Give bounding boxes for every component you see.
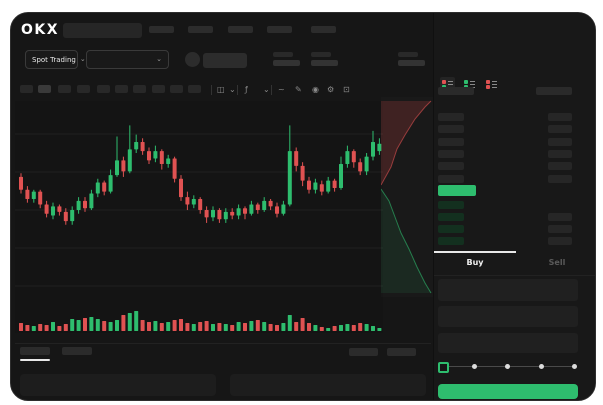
stat-value-placeholder bbox=[311, 60, 338, 66]
bottom-tab[interactable] bbox=[20, 347, 50, 355]
ask-amount-placeholder bbox=[548, 174, 572, 183]
tab-sell[interactable]: Sell bbox=[548, 258, 566, 267]
ask-price-placeholder bbox=[438, 149, 464, 158]
color-square bbox=[464, 79, 468, 84]
book-asks-icon[interactable] bbox=[484, 77, 499, 91]
bid-price-placeholder bbox=[438, 213, 464, 221]
toolbar-divider bbox=[237, 85, 238, 95]
slider-dot[interactable] bbox=[471, 364, 477, 369]
ask-amount-placeholder bbox=[548, 137, 572, 146]
bottom-panel-right[interactable] bbox=[230, 374, 426, 396]
slider-dot[interactable] bbox=[505, 364, 510, 369]
timeframe-button[interactable] bbox=[152, 85, 165, 93]
color-square bbox=[464, 84, 468, 89]
stat-value-placeholder bbox=[398, 60, 425, 66]
nav-item[interactable] bbox=[228, 26, 253, 33]
toolbar-divider bbox=[211, 85, 212, 95]
okx-logo[interactable]: OKX bbox=[21, 22, 60, 38]
trade-sidebar: Buy Sell bbox=[433, 13, 595, 400]
ask-amount-placeholder bbox=[548, 113, 572, 121]
ask-amount-placeholder bbox=[548, 162, 572, 171]
bid-amount-placeholder bbox=[548, 213, 572, 221]
active-tab-indicator bbox=[20, 359, 50, 361]
slider-dot[interactable] bbox=[538, 364, 544, 369]
order-input-field[interactable] bbox=[438, 333, 578, 353]
market-type-label: Spot Trading bbox=[32, 55, 76, 64]
search-input[interactable] bbox=[63, 23, 142, 38]
timeframe-button[interactable] bbox=[188, 85, 201, 93]
bottom-panel-left[interactable] bbox=[20, 374, 216, 396]
ask-amount-placeholder bbox=[548, 149, 572, 158]
last-price-highlight[interactable] bbox=[438, 185, 476, 196]
indicators-icon[interactable]: ƒ bbox=[245, 85, 248, 94]
bid-amount-placeholder bbox=[548, 237, 572, 245]
line-tool-icon[interactable]: ~ bbox=[278, 85, 285, 94]
bottom-mini-control[interactable] bbox=[387, 348, 416, 356]
timeframe-button[interactable] bbox=[133, 85, 146, 93]
ask-price-placeholder bbox=[438, 125, 464, 134]
ask-amount-placeholder bbox=[548, 125, 572, 134]
slider-handle[interactable] bbox=[438, 362, 449, 373]
chevron-down-icon[interactable]: ⌄ bbox=[263, 85, 270, 94]
amount-slider[interactable] bbox=[438, 362, 578, 373]
ask-price-placeholder bbox=[438, 162, 464, 171]
ask-price-placeholder bbox=[438, 137, 464, 146]
buy-button[interactable] bbox=[438, 384, 578, 399]
timeframe-button[interactable] bbox=[58, 85, 71, 93]
bid-price-placeholder bbox=[438, 225, 464, 233]
bottom-tab[interactable] bbox=[62, 347, 92, 355]
pair-coin-icon bbox=[185, 52, 200, 67]
market-type-dropdown[interactable]: Spot Trading ⌄ bbox=[25, 50, 86, 69]
slider-dot[interactable] bbox=[572, 364, 577, 369]
color-square bbox=[486, 84, 490, 89]
timeframe-button[interactable] bbox=[20, 85, 33, 93]
nav-item[interactable] bbox=[188, 26, 213, 33]
chart-type-icon[interactable]: ◫ bbox=[217, 85, 225, 94]
draw-icon[interactable]: ✎ bbox=[295, 85, 302, 94]
ask-price-placeholder bbox=[438, 174, 464, 183]
candlestick-chart[interactable] bbox=[15, 101, 383, 333]
buy-tab-indicator bbox=[434, 251, 516, 253]
color-square bbox=[442, 84, 446, 89]
depth-chart[interactable] bbox=[381, 97, 433, 297]
fullscreen-icon[interactable]: ⊡ bbox=[343, 85, 350, 94]
chevron-down-icon: ⌄ bbox=[156, 55, 162, 63]
timeframe-button[interactable] bbox=[115, 85, 128, 93]
settings-gear-icon[interactable]: ⚙ bbox=[327, 85, 335, 94]
chart-toolbar: ◫ ⌄ ƒ ⌄ ~ ✎ ◉ ⚙ ⊡ bbox=[11, 83, 431, 99]
chevron-down-icon: ⌄ bbox=[79, 55, 86, 63]
timeframe-button[interactable] bbox=[38, 85, 51, 93]
bottom-mini-control[interactable] bbox=[349, 348, 378, 356]
stat-label-placeholder bbox=[398, 52, 418, 57]
order-input-field[interactable] bbox=[438, 306, 578, 327]
bid-amount-placeholder bbox=[548, 225, 572, 233]
toolbar-divider bbox=[271, 85, 272, 95]
camera-icon[interactable]: ◉ bbox=[312, 85, 319, 94]
chevron-down-icon[interactable]: ⌄ bbox=[229, 85, 236, 94]
stat-value-placeholder bbox=[273, 60, 300, 66]
pair-name-placeholder bbox=[203, 53, 247, 68]
pair-selector-dropdown[interactable]: ⌄ bbox=[86, 50, 169, 69]
ask-price-placeholder bbox=[438, 113, 464, 121]
divider bbox=[15, 343, 431, 344]
order-side-tabs: Buy Sell bbox=[434, 251, 595, 276]
bid-price-placeholder bbox=[438, 237, 464, 245]
timeframe-button[interactable] bbox=[170, 85, 183, 93]
nav-item[interactable] bbox=[311, 26, 336, 33]
nav-item[interactable] bbox=[149, 26, 174, 33]
stat-label-placeholder bbox=[273, 52, 293, 57]
book-header-amount bbox=[536, 87, 572, 95]
tab-buy[interactable]: Buy bbox=[466, 258, 484, 267]
timeframe-button[interactable] bbox=[97, 85, 110, 93]
color-square bbox=[442, 79, 446, 84]
stat-label-placeholder bbox=[311, 52, 331, 57]
order-input-field[interactable] bbox=[438, 279, 578, 301]
bid-price-placeholder bbox=[438, 201, 464, 209]
app-window: OKX Spot Trading ⌄ ⌄ ◫ ⌄ ƒ ⌄ ~ ✎ ◉ ⚙ ⊡ Buy Sell bbox=[10, 12, 596, 401]
nav-item[interactable] bbox=[267, 26, 292, 33]
timeframe-button[interactable] bbox=[77, 85, 90, 93]
color-square bbox=[486, 79, 490, 84]
book-header-price bbox=[438, 87, 474, 95]
